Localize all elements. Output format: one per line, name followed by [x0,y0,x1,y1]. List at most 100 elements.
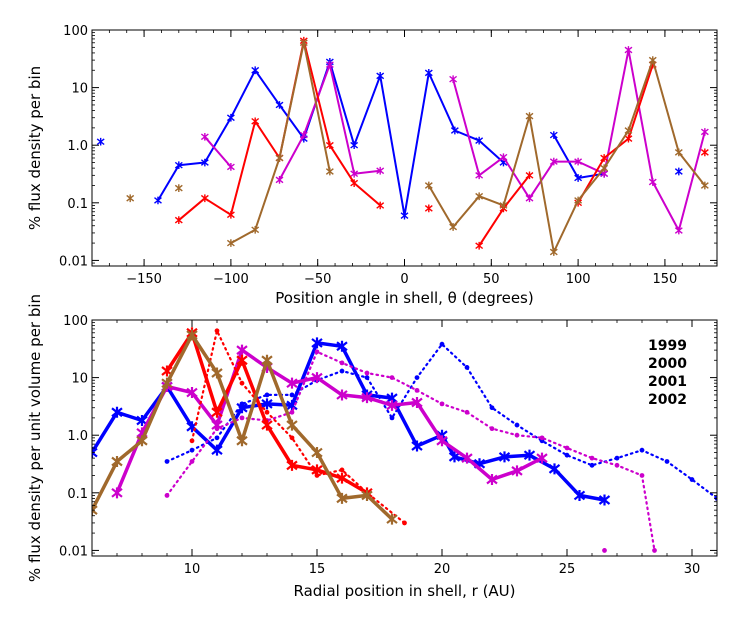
x-axis-label: Radial position in shell, r (AU) [293,582,515,600]
data-point [186,387,198,399]
series-line-1999 [157,60,505,217]
data-point [226,113,235,122]
data-point [226,239,235,247]
data-point [111,455,123,467]
y-tick-label: 1.0 [67,139,88,154]
data-point [536,452,548,464]
data-point [92,504,98,516]
data-point [639,447,645,453]
x-tick-label: 0 [400,272,408,287]
data-point [624,46,633,54]
data-point [376,201,385,210]
data-point [261,419,273,431]
data-point [174,184,183,192]
data-point [475,192,484,201]
data-point [364,370,370,376]
data-point [189,447,195,453]
data-point [339,467,345,473]
data-point [239,415,245,421]
series-line-2001 [478,174,531,247]
data-point [389,415,395,421]
data-point [475,136,484,145]
data-point [236,344,248,356]
data-point [574,196,583,205]
data-point [700,181,709,190]
data-point [111,406,123,418]
data-point [639,473,645,478]
y-tick-label: 0.01 [59,254,88,269]
data-point [548,463,561,475]
data-point [286,377,298,389]
data-point [475,171,484,180]
data-point [439,401,445,407]
data-point [664,459,670,464]
data-point [600,154,609,162]
data-point [489,405,495,411]
series-line-2001 [577,63,654,204]
data-point [314,473,320,478]
data-point [261,398,273,410]
plot-area [96,36,709,256]
data-point [464,365,470,370]
x-tick-label: 20 [434,562,451,577]
data-point [449,75,458,84]
data-point [424,69,433,77]
data-point [174,161,183,170]
y-tick-label: 100 [63,314,88,329]
data-point [525,171,534,180]
data-point [424,181,433,190]
data-point [674,148,683,157]
data-point [389,375,395,381]
data-point [174,216,183,225]
data-point [424,204,433,213]
x-tick-label: −150 [126,272,162,287]
y-tick-label: 0.01 [59,544,88,559]
x-tick-label: 150 [653,272,678,287]
data-point [386,399,398,411]
data-point [700,148,709,157]
data-point [325,60,334,69]
data-point [275,101,284,109]
data-point [511,465,523,477]
data-point [325,167,334,176]
data-point [350,141,359,150]
data-point [239,380,245,386]
data-point [214,435,220,441]
legend-entry-2002: 2002 [648,392,687,408]
plot-frame [91,29,718,267]
data-point [448,451,461,463]
data-point [648,56,657,64]
y-axis-label: % flux density per unit volume per bin [26,294,44,582]
data-point [700,128,709,136]
data-point [564,452,570,458]
data-point [214,426,220,432]
x-tick-label: 30 [684,562,701,577]
data-point [289,435,295,441]
data-point [96,137,105,146]
series-line-2002 [229,41,331,245]
data-point [674,167,683,176]
data-point [261,354,273,366]
data-point [450,126,459,135]
data-point [251,225,260,234]
y-tick-label: 1.0 [67,429,88,444]
data-point [339,368,345,374]
x-tick-label: −100 [213,272,249,287]
data-point [498,451,511,463]
data-point [564,445,570,451]
data-point [402,520,407,526]
data-point [275,176,284,184]
y-tick-label: 100 [63,24,88,39]
data-point [275,154,284,162]
data-point [589,462,595,468]
data-point [539,435,545,441]
series-line-2000 [203,135,232,168]
data-point [514,432,520,438]
data-point [364,375,370,381]
data-point [624,134,633,143]
y-tick-label: 0.1 [67,487,88,502]
series-line-2000 [115,348,544,495]
data-point [361,489,373,501]
data-point [652,548,657,553]
